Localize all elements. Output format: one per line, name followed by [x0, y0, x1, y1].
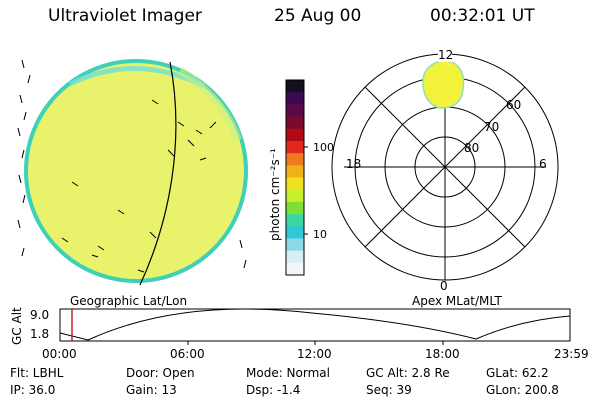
- altitude-curve: [59, 308, 571, 341]
- grid-tick-marks: [17, 59, 247, 273]
- grid-tick: [23, 111, 27, 121]
- colorbar-band: [286, 250, 304, 264]
- altitude-y-label: GC Alt: [10, 307, 24, 345]
- footer-glon: GLon: 200.8: [486, 383, 559, 397]
- altitude-ytick-1-8: 1.8: [30, 327, 50, 341]
- colorbar: [285, 79, 305, 276]
- footer-glat: GLat: 62.2: [486, 366, 549, 380]
- footer-door: Door: Open: [126, 366, 195, 380]
- footer-gc-alt: GC Alt: 2.8 Re: [366, 366, 450, 380]
- grid-tick: [243, 259, 247, 269]
- grid-tick: [167, 149, 175, 157]
- footer-gain: Gain: 13: [126, 383, 177, 397]
- polar-aurora-blob: [422, 60, 465, 109]
- grid-tick: [149, 231, 157, 239]
- grid-tick: [27, 74, 31, 84]
- altitude-xtick-0000: 00:00: [42, 347, 77, 361]
- colorbar-band: [286, 165, 304, 178]
- colorbar-tick-10: 10: [313, 228, 327, 241]
- grid-tick: [199, 157, 207, 161]
- colorbar-band: [286, 128, 304, 142]
- grid-tick: [17, 219, 21, 229]
- grid-tick: [21, 247, 25, 257]
- altitude-x-ticks: [187, 341, 444, 345]
- grid-tick: [195, 129, 203, 135]
- polar-label-bg: [438, 48, 452, 62]
- grid-tick: [19, 94, 23, 104]
- colorbar-band: [286, 140, 304, 154]
- date-label: 25 Aug 00: [274, 6, 362, 26]
- altitude-xtick-1800: 18:00: [425, 347, 460, 361]
- altitude-plot-frame: [59, 308, 571, 342]
- grid-tick: [18, 174, 22, 184]
- grid-tick: [61, 237, 69, 243]
- colorbar-band: [286, 92, 304, 105]
- grid-tick: [91, 254, 99, 258]
- grid-tick: [151, 99, 159, 105]
- colorbar-band: [286, 226, 304, 239]
- colorbar-band: [286, 262, 304, 276]
- instrument-title: Ultraviolet Imager: [48, 6, 202, 26]
- colorbar-band: [286, 201, 304, 215]
- colorbar-band: [286, 238, 304, 252]
- mlt-label-18: 18: [346, 157, 362, 171]
- polar-panel-label: Apex MLat/MLT: [412, 294, 502, 308]
- grid-tick: [137, 269, 145, 273]
- colorbar-band: [286, 214, 304, 227]
- colorbar-band: [286, 177, 304, 191]
- colorbar-tick-100: 100: [313, 141, 334, 154]
- mlat-label-80: 80: [464, 141, 480, 155]
- grid-tick: [177, 121, 185, 127]
- time-label: 00:32:01 UT: [430, 6, 535, 26]
- altitude-ytick-9: 9.0: [30, 308, 50, 322]
- geographic-image: [24, 59, 248, 286]
- grid-tick: [21, 149, 25, 159]
- mlat-label-60: 60: [506, 98, 522, 112]
- grid-tick: [239, 239, 243, 249]
- grid-tick: [117, 209, 125, 215]
- colorbar-frame: [285, 79, 305, 276]
- footer-filter: Flt: LBHL: [10, 366, 64, 380]
- mlt-label-12: 12: [438, 48, 454, 62]
- colorbar-band: [286, 153, 304, 166]
- grid-tick: [97, 245, 105, 251]
- altitude-xtick-0600: 06:00: [170, 347, 205, 361]
- colorbar-unit-label: photon cm⁻²s⁻¹: [268, 148, 282, 241]
- grid-tick: [21, 59, 25, 69]
- footer-mode: Mode: Normal: [246, 366, 330, 380]
- altitude-xtick-2359: 23:59: [554, 347, 589, 361]
- grid-tick: [17, 127, 21, 137]
- footer-ip: IP: 36.0: [10, 383, 56, 397]
- mlt-label-0: 0: [440, 279, 448, 293]
- altitude-xtick-1200: 12:00: [297, 347, 332, 361]
- geographic-panel-label: Geographic Lat/Lon: [70, 294, 188, 308]
- colorbar-band: [286, 189, 304, 203]
- footer-dsp: Dsp: -1.4: [246, 383, 301, 397]
- colorbar-band: [286, 116, 304, 130]
- footer-seq: Seq: 39: [366, 383, 412, 397]
- grid-tick: [22, 194, 26, 204]
- colorbar-band: [286, 104, 304, 118]
- grid-tick: [187, 139, 195, 147]
- colorbar-band: [286, 80, 304, 93]
- grid-tick: [209, 121, 217, 129]
- grid-tick: [71, 181, 79, 187]
- mlt-label-6: 6: [539, 157, 547, 171]
- mlat-label-70: 70: [484, 120, 500, 134]
